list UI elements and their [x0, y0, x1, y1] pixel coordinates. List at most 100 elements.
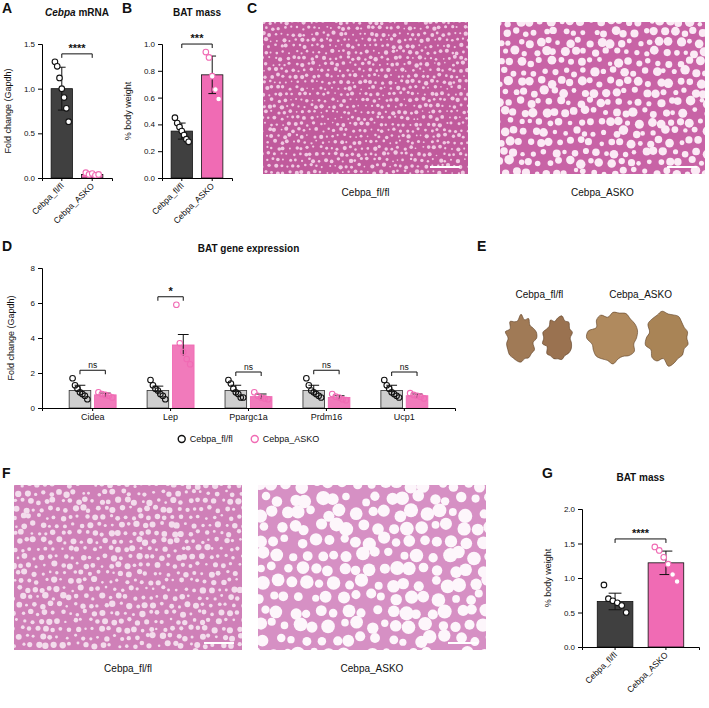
image-content — [500, 22, 705, 174]
cell — [341, 27, 345, 31]
cell — [409, 124, 411, 126]
cell — [385, 172, 388, 174]
cell — [24, 537, 29, 542]
cell — [36, 613, 39, 616]
cell — [650, 111, 657, 118]
cell — [439, 98, 442, 101]
cell — [199, 490, 202, 493]
x-axis: Cebpa_fl/flCebpa_ASKO — [150, 178, 233, 226]
cell — [328, 141, 330, 143]
cell — [288, 109, 292, 113]
cell — [77, 529, 82, 534]
cell — [414, 123, 418, 127]
cell — [188, 564, 192, 568]
cell — [386, 99, 389, 102]
cell — [464, 88, 466, 90]
cell — [596, 81, 602, 87]
cell — [268, 105, 272, 109]
cell — [265, 86, 269, 90]
cell — [572, 47, 580, 55]
data-point — [213, 87, 219, 93]
cell — [459, 43, 463, 47]
cell — [311, 57, 314, 60]
cell — [583, 148, 589, 154]
cell — [193, 603, 199, 609]
cell — [71, 556, 74, 559]
cell — [571, 71, 577, 77]
cell — [199, 507, 203, 511]
cell — [296, 111, 298, 113]
cell — [307, 39, 310, 42]
cell — [346, 80, 350, 84]
cell — [21, 524, 27, 530]
cell — [412, 57, 414, 59]
cell — [61, 609, 66, 614]
cell — [161, 507, 167, 513]
cell — [60, 592, 66, 598]
cell — [404, 147, 407, 150]
cell — [86, 509, 90, 513]
cell — [337, 100, 339, 102]
cell — [671, 27, 680, 36]
cell — [521, 70, 526, 75]
cell — [390, 37, 393, 40]
cell — [321, 115, 324, 118]
cell — [568, 121, 573, 126]
cell — [548, 121, 554, 127]
cell — [513, 167, 521, 174]
cell — [359, 33, 361, 35]
cell — [311, 103, 314, 106]
cell — [319, 104, 323, 108]
cell — [592, 148, 600, 156]
cell — [71, 538, 77, 544]
cell — [200, 572, 203, 575]
data-point — [177, 340, 183, 346]
cell — [329, 44, 331, 46]
cell — [191, 539, 195, 543]
cell — [404, 99, 406, 101]
data-point — [64, 106, 70, 112]
cell — [222, 499, 225, 502]
cell — [422, 86, 425, 89]
cell — [398, 45, 402, 49]
cell — [329, 58, 331, 60]
cell — [280, 33, 282, 35]
cell — [240, 492, 242, 496]
y-tick-mark — [38, 44, 42, 45]
plot: 0.00.51.01.5Cebpa_fl/flCebpa_ASKOFold ch… — [3, 40, 113, 226]
cell — [501, 128, 510, 137]
cell — [322, 152, 325, 155]
cell — [687, 79, 694, 86]
cell — [443, 45, 445, 47]
cell — [580, 30, 585, 35]
cell — [281, 44, 284, 47]
cell — [625, 121, 630, 126]
cell — [388, 22, 392, 23]
cell — [371, 85, 375, 89]
cell — [263, 131, 264, 133]
legend-marker — [251, 436, 258, 443]
cell — [266, 135, 268, 137]
cell — [663, 110, 670, 117]
cell — [341, 123, 345, 127]
cell — [330, 61, 334, 65]
cell — [619, 158, 625, 164]
cell — [381, 116, 384, 119]
cell — [378, 157, 381, 160]
cell — [435, 22, 438, 24]
cell — [435, 128, 438, 131]
cell — [407, 33, 409, 35]
cell — [573, 126, 580, 133]
cell — [279, 82, 281, 84]
cell — [372, 63, 374, 65]
cell — [281, 129, 283, 131]
cell — [450, 96, 454, 100]
y-tick-label: 0.4 — [144, 120, 156, 129]
image-caption: Cebpa_fl/fl — [342, 187, 390, 198]
cell — [549, 48, 556, 55]
data-point — [109, 395, 115, 401]
cell — [143, 571, 147, 575]
cell — [411, 22, 414, 23]
cell — [353, 159, 356, 162]
plot: 02468CideaLepPpargc1aPrdm16Ucp1Fold chan… — [6, 264, 456, 444]
